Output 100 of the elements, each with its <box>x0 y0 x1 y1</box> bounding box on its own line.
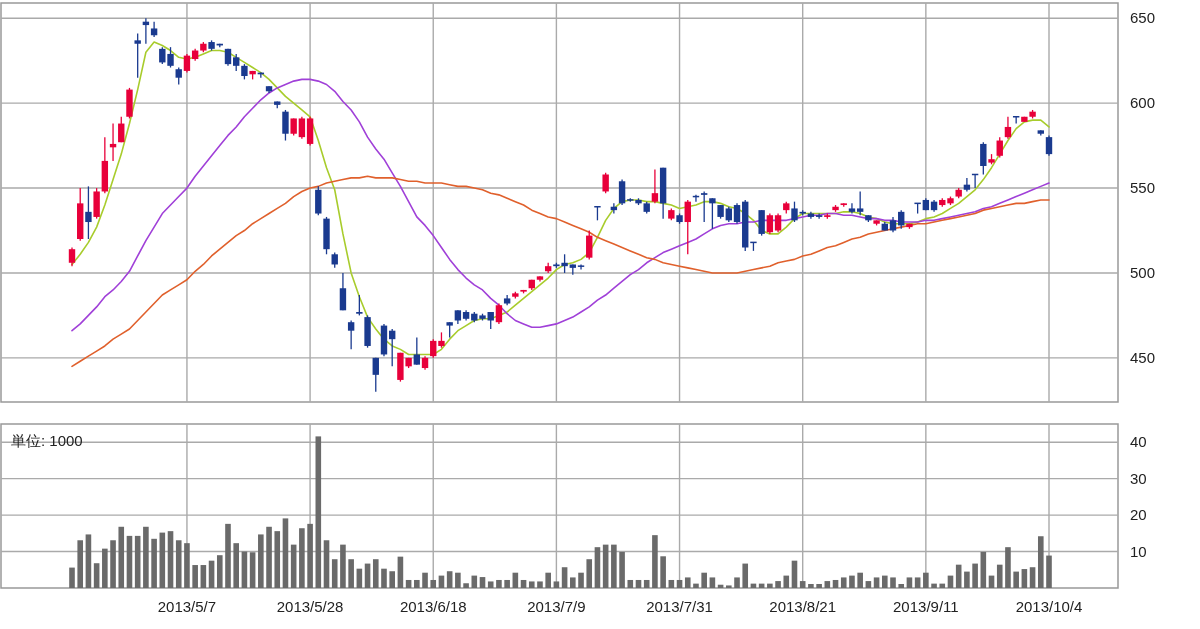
x-tick-label: 2013/9/11 <box>893 598 959 615</box>
y-tick-label: 30 <box>1130 469 1147 487</box>
candlestick <box>700 190 708 223</box>
bar <box>734 577 740 588</box>
bar <box>93 563 100 588</box>
candlestick <box>766 212 774 235</box>
candlestick <box>898 209 905 230</box>
candlestick <box>980 141 987 176</box>
bar <box>323 540 330 588</box>
bar <box>1005 547 1011 588</box>
bar <box>783 575 790 588</box>
bar <box>1021 569 1028 588</box>
bar <box>414 579 420 588</box>
candlestick <box>651 168 659 204</box>
bar <box>175 540 182 588</box>
bar <box>85 534 92 588</box>
bar <box>964 571 970 588</box>
bar <box>906 577 913 588</box>
bar <box>258 534 264 588</box>
bar <box>389 571 395 588</box>
bar <box>799 581 806 588</box>
bar <box>545 572 551 588</box>
bar <box>1037 536 1044 588</box>
bar <box>849 575 855 588</box>
bar <box>216 555 223 588</box>
bar <box>479 577 486 588</box>
bar <box>249 552 256 588</box>
x-tick-label: 2013/5/28 <box>276 598 344 615</box>
bar <box>348 559 354 588</box>
bar <box>463 583 469 588</box>
bar <box>496 579 502 588</box>
candlestick <box>413 336 421 366</box>
bar <box>882 575 888 588</box>
candlestick <box>684 199 691 255</box>
y-tick-label: 20 <box>1130 506 1147 524</box>
candlestick <box>586 229 593 261</box>
candlestick <box>68 246 76 267</box>
candlestick <box>709 197 716 230</box>
x-tick-label: 2013/7/9 <box>527 598 586 615</box>
candlestick <box>996 136 1003 159</box>
bar <box>701 572 707 588</box>
bar <box>693 583 699 588</box>
y-tick-label: 450 <box>1130 348 1156 366</box>
bar <box>726 585 732 588</box>
bar <box>840 577 847 588</box>
bar <box>873 577 880 588</box>
bar <box>561 567 568 588</box>
bar <box>446 571 453 588</box>
y-tick-label: 500 <box>1130 263 1156 281</box>
bar <box>775 581 781 588</box>
bar <box>331 559 338 588</box>
bar <box>890 577 896 588</box>
candlestick <box>774 212 782 233</box>
line-series <box>71 175 1050 368</box>
candlestick <box>848 202 856 215</box>
candlestick <box>282 109 289 142</box>
bar <box>914 577 921 588</box>
bar <box>1013 571 1019 588</box>
candlestick <box>577 263 585 271</box>
bar <box>299 528 305 588</box>
bar <box>110 540 116 588</box>
bar <box>857 572 863 588</box>
candlestick <box>315 185 322 216</box>
x-tick-label: 2013/6/18 <box>399 598 467 615</box>
bar <box>660 556 666 588</box>
bar <box>594 547 601 588</box>
bar <box>471 575 478 588</box>
bar <box>266 526 272 588</box>
bar <box>528 581 535 588</box>
bar <box>455 572 461 588</box>
bar <box>824 581 831 588</box>
bar <box>504 579 510 588</box>
bar <box>611 544 617 588</box>
bar <box>77 540 84 588</box>
bar <box>767 583 773 588</box>
x-tick-label: 2013/5/7 <box>157 598 217 615</box>
bar <box>570 577 576 588</box>
candlestick <box>602 172 609 194</box>
annotation: 単位: 1000 <box>11 432 83 449</box>
bar <box>742 563 749 588</box>
bar <box>143 526 149 588</box>
bar <box>381 568 387 588</box>
bar <box>307 523 313 588</box>
bar <box>184 543 190 588</box>
bar <box>151 538 157 588</box>
bar <box>972 563 978 588</box>
bar <box>422 572 428 588</box>
bar <box>578 572 584 588</box>
bar <box>69 567 75 588</box>
bar <box>537 581 543 588</box>
y-tick-label: 650 <box>1130 9 1156 27</box>
candlestick <box>618 178 626 206</box>
bar <box>192 565 198 588</box>
candlestick <box>356 294 363 317</box>
bar <box>340 544 346 588</box>
bar <box>627 579 634 588</box>
x-tick-label: 2013/7/31 <box>646 598 713 615</box>
y-tick-label: 10 <box>1130 542 1147 560</box>
candlestick <box>856 190 864 216</box>
candlestick <box>134 32 141 79</box>
